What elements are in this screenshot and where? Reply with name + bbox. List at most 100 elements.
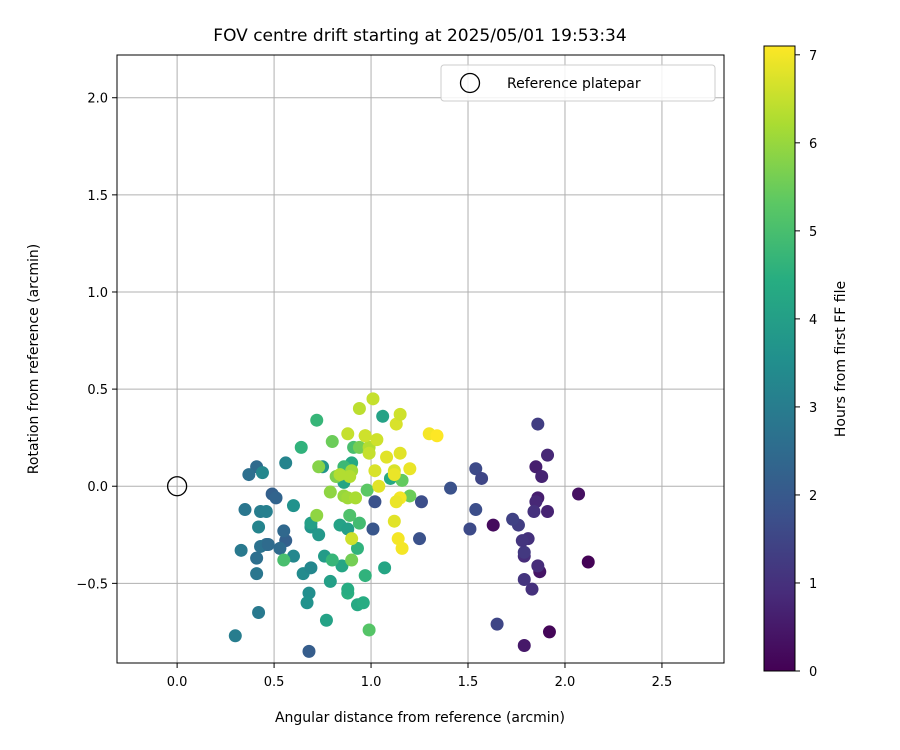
- data-point: [362, 623, 376, 637]
- data-point: [475, 471, 489, 485]
- data-point: [572, 487, 586, 501]
- data-point: [414, 495, 428, 509]
- data-point: [542, 625, 556, 639]
- data-point: [261, 538, 275, 552]
- data-point: [325, 553, 339, 567]
- colorbar-tick-label: 6: [809, 137, 817, 152]
- data-point: [490, 617, 504, 631]
- y-tick-label: 1.5: [87, 189, 108, 204]
- data-point: [362, 446, 376, 460]
- data-point: [349, 491, 363, 505]
- colorbar-gradient: [763, 45, 796, 672]
- legend-box: [440, 64, 716, 102]
- colorbar-ticks: 0 1 2 3 4 5 6 7: [795, 49, 817, 680]
- data-point: [325, 435, 339, 449]
- data-point: [341, 582, 355, 596]
- data-point: [531, 417, 545, 431]
- grid: [117, 55, 724, 663]
- data-point: [286, 499, 300, 513]
- data-point: [387, 514, 401, 528]
- data-point: [380, 450, 394, 464]
- colorbar-tick-label: 1: [809, 577, 817, 592]
- colorbar-tick-label: 3: [809, 401, 817, 416]
- data-point: [525, 582, 539, 596]
- data-point: [366, 392, 380, 406]
- x-axis-label: Angular distance from reference (arcmin): [275, 710, 565, 726]
- data-point: [302, 644, 316, 658]
- data-point: [312, 528, 326, 542]
- data-point: [387, 468, 401, 482]
- data-point: [323, 485, 337, 499]
- x-tick-label: 1.5: [458, 675, 479, 690]
- data-point: [527, 504, 541, 518]
- data-point: [517, 639, 531, 653]
- colorbar-tick-label: 7: [809, 49, 817, 64]
- data-point: [350, 541, 364, 555]
- data-point: [430, 429, 444, 443]
- data-point: [302, 586, 316, 600]
- data-point: [413, 532, 427, 546]
- data-point: [393, 446, 407, 460]
- data-point: [250, 567, 264, 581]
- data-point: [352, 402, 366, 416]
- data-point: [333, 468, 347, 482]
- y-axis-label: Rotation from reference (arcmin): [26, 244, 42, 474]
- data-point: [300, 596, 314, 610]
- data-point: [389, 495, 403, 509]
- data-point: [277, 524, 291, 538]
- data-point: [304, 561, 318, 575]
- data-point: [529, 460, 543, 474]
- colorbar-tick-label: 0: [809, 665, 817, 680]
- data-point: [506, 512, 520, 526]
- data-point: [273, 541, 287, 555]
- data-point: [535, 470, 549, 484]
- data-point: [341, 427, 355, 441]
- y-axis-ticks: −0.5 0.0 0.5 1.0 1.5 2.0: [76, 92, 117, 592]
- data-point: [279, 456, 293, 470]
- data-point: [352, 440, 366, 454]
- y-tick-label: 0.5: [87, 383, 108, 398]
- data-point: [541, 504, 555, 518]
- data-point: [269, 491, 283, 505]
- chart-title: FOV centre drift starting at 2025/05/01 …: [213, 26, 626, 46]
- data-point: [360, 483, 374, 497]
- data-point: [323, 574, 337, 588]
- data-point: [486, 518, 500, 532]
- x-tick-label: 2.0: [555, 675, 576, 690]
- x-tick-label: 2.5: [652, 675, 673, 690]
- data-point: [319, 613, 333, 627]
- data-point: [345, 532, 359, 546]
- data-point: [310, 508, 324, 522]
- y-tick-label: 0.0: [87, 480, 108, 495]
- data-point: [444, 481, 458, 495]
- data-point: [343, 508, 357, 522]
- data-point: [294, 440, 308, 454]
- data-point: [252, 520, 266, 534]
- data-point: [469, 503, 483, 517]
- data-point: [393, 407, 407, 421]
- data-point: [395, 541, 409, 555]
- x-tick-label: 0.0: [167, 675, 188, 690]
- data-point: [259, 504, 273, 518]
- data-point: [368, 495, 382, 509]
- y-tick-label: 1.0: [87, 286, 108, 301]
- data-point: [343, 470, 357, 484]
- data-point: [469, 462, 483, 476]
- data-point: [531, 559, 545, 573]
- data-point: [312, 460, 326, 474]
- data-point: [238, 503, 252, 517]
- legend: Reference platepar: [440, 64, 716, 102]
- legend-marker-reference: [459, 72, 481, 94]
- data-point: [366, 522, 380, 536]
- data-point: [234, 543, 248, 557]
- y-tick-label: 2.0: [87, 92, 108, 107]
- x-tick-label: 0.5: [264, 675, 285, 690]
- colorbar-label: Hours from first FF file: [833, 281, 849, 437]
- data-point: [345, 553, 359, 567]
- data-point: [335, 559, 349, 573]
- x-axis-ticks: 0.0 0.5 1.0 1.5 2.0 2.5: [167, 663, 673, 690]
- data-point: [356, 596, 370, 610]
- data-point: [368, 464, 382, 478]
- data-point: [228, 629, 242, 643]
- colorbar: 0 1 2 3 4 5 6 7 Hours from first FF file: [763, 45, 849, 680]
